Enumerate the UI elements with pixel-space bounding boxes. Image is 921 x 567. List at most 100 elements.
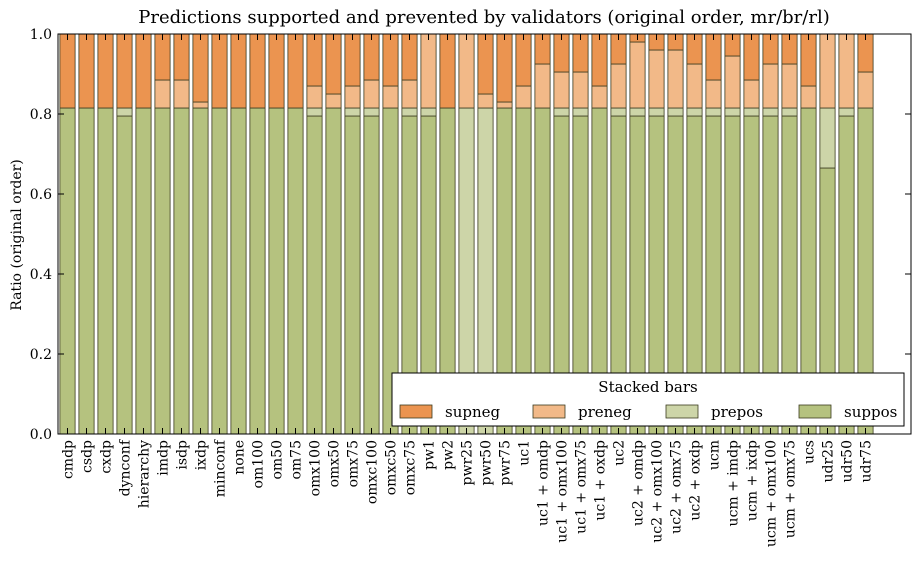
y-tick-label: 0.4 (30, 267, 52, 283)
bar-supneg-28 (591, 33, 608, 87)
bar-supneg-36 (743, 33, 760, 81)
bar-supneg-5 (154, 33, 171, 81)
x-tick-label: none (232, 440, 248, 475)
bar-prepos-18 (401, 107, 418, 117)
bar-preneg-38 (781, 63, 798, 109)
bar-supneg-3 (116, 33, 133, 109)
x-tick-label: cxdp (99, 440, 115, 474)
x-tick-label: omx75 (346, 440, 362, 487)
legend-swatch-preneg (532, 404, 566, 419)
x-tick-label: minconf (213, 438, 229, 497)
bar-supneg-22 (477, 33, 494, 95)
legend-label-supneg: supneg (445, 403, 500, 421)
bar-prepos-32 (667, 107, 684, 117)
bar-supneg-39 (800, 33, 817, 87)
bar-suppos-15 (344, 115, 361, 435)
bar-preneg-42 (857, 71, 874, 109)
x-tick-label: pwr25 (460, 440, 476, 485)
x-tick-label: uc1 + oxdp (593, 440, 609, 521)
bar-supneg-11 (268, 33, 285, 109)
bar-supneg-0 (59, 33, 76, 109)
bar-preneg-29 (610, 63, 627, 109)
bar-supneg-13 (306, 33, 323, 87)
x-tick-label: udr25 (821, 440, 837, 483)
bar-prepos-29 (610, 107, 627, 117)
bar-suppos-11 (268, 107, 285, 435)
bar-supneg-7 (192, 33, 209, 103)
bar-preneg-34 (705, 79, 722, 109)
bar-preneg-28 (591, 85, 608, 109)
legend-swatch-prepos (665, 404, 699, 419)
bar-preneg-15 (344, 85, 361, 109)
x-tick-label: uc2 + omx100 (650, 440, 666, 543)
bar-suppos-16 (363, 115, 380, 435)
legend: Stacked bars supneg preneg prepos suppos (391, 372, 905, 427)
bar-prepos-16 (363, 107, 380, 117)
x-tick-label: omxc50 (384, 440, 400, 495)
x-tick-label: ucm + imdp (726, 440, 742, 526)
x-tick-label: uc2 + oxdp (688, 440, 704, 521)
bar-prepos-37 (762, 107, 779, 117)
x-tick-label: om75 (289, 440, 305, 480)
bar-preneg-39 (800, 85, 817, 109)
bar-supneg-12 (287, 33, 304, 109)
bar-preneg-26 (553, 71, 570, 109)
bar-suppos-6 (173, 107, 190, 435)
x-tick-label: pwr75 (498, 440, 514, 485)
bar-supneg-15 (344, 33, 361, 87)
bar-preneg-21 (458, 33, 475, 109)
x-tick-label: omx50 (327, 440, 343, 487)
x-tick-label: uc2 + omdp (631, 440, 647, 526)
bar-prepos-31 (648, 107, 665, 117)
x-tick-label: uc2 + omx75 (669, 440, 685, 534)
bar-supneg-9 (230, 33, 247, 109)
bar-preneg-16 (363, 79, 380, 109)
bar-preneg-30 (629, 41, 646, 109)
x-tick-label: isdp (175, 440, 191, 470)
bar-preneg-24 (515, 85, 532, 109)
bar-preneg-23 (496, 101, 513, 109)
bar-preneg-41 (838, 33, 855, 109)
bar-prepos-36 (743, 107, 760, 117)
bar-supneg-34 (705, 33, 722, 81)
bar-suppos-5 (154, 107, 171, 435)
bar-prepos-41 (838, 107, 855, 117)
legend-label-suppos: suppos (844, 403, 897, 421)
x-tick-label: pw1 (422, 440, 438, 470)
y-tick-label: 1.0 (30, 27, 52, 43)
legend-label-preneg: preneg (578, 403, 632, 421)
legend-swatch-suppos (798, 404, 832, 419)
bar-suppos-13 (306, 115, 323, 435)
x-tick-label: pwr50 (479, 440, 495, 485)
y-tick-label: 0.8 (30, 107, 52, 123)
bar-prepos-40 (819, 107, 836, 169)
bar-supneg-14 (325, 33, 342, 95)
bar-prepos-26 (553, 107, 570, 117)
y-axis-label: Ratio (original order) (9, 159, 25, 311)
bar-supneg-17 (382, 33, 399, 87)
y-tick-label: 0.2 (30, 347, 52, 363)
bar-suppos-12 (287, 107, 304, 435)
bar-preneg-6 (173, 79, 190, 109)
x-tick-label: omxc75 (403, 440, 419, 495)
bar-preneg-33 (686, 63, 703, 109)
bar-preneg-14 (325, 93, 342, 109)
bars-group (59, 33, 874, 435)
bar-suppos-9 (230, 107, 247, 435)
bar-prepos-35 (724, 107, 741, 117)
bar-supneg-4 (135, 33, 152, 109)
bar-supneg-10 (249, 33, 266, 109)
y-tick-label: 0.6 (30, 187, 52, 203)
legend-title: Stacked bars (598, 378, 697, 396)
x-tick-label: pw2 (441, 440, 457, 470)
x-tick-label: omx100 (308, 440, 324, 496)
bar-preneg-36 (743, 79, 760, 109)
bar-preneg-32 (667, 49, 684, 109)
plot-frame (57, 33, 912, 435)
bar-suppos-8 (211, 107, 228, 435)
x-tick-label: udr75 (859, 440, 875, 483)
x-tick-label: om100 (251, 440, 267, 488)
bar-prepos-27 (572, 107, 589, 117)
